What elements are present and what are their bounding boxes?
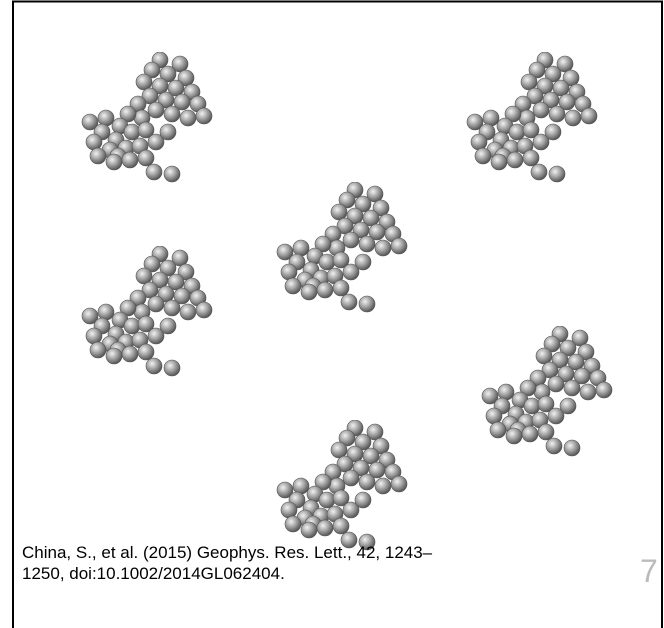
slide-border [12,0,663,628]
aggregate [82,246,212,376]
aggregate [467,52,597,182]
citation-line: China, S., et al. (2015) Geophys. Res. L… [22,543,433,562]
slide-number: 7 [640,553,658,589]
citation-line: 1250, doi:10.1002/2014GL062404. [22,564,285,583]
aggregate [82,52,212,182]
aggregate [482,326,612,456]
aggregate [277,182,407,312]
aggregate [277,420,407,550]
